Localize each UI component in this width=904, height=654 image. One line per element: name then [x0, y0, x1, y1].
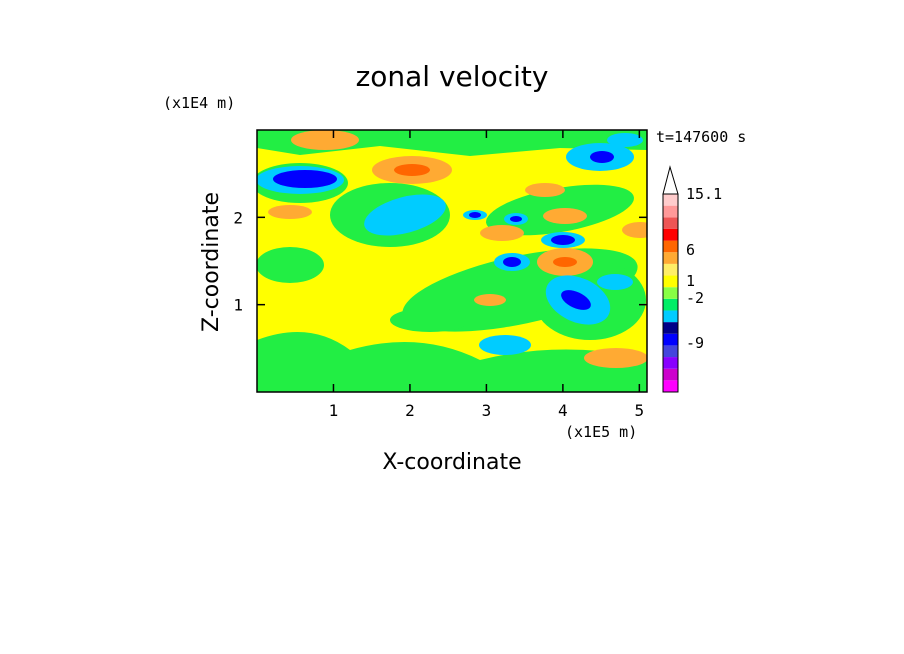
- colorbar-swatch: [663, 252, 678, 264]
- negative-core: [469, 212, 481, 218]
- negative-cell: [607, 133, 643, 147]
- positive-core: [394, 164, 430, 176]
- colorbar-label: -9: [686, 334, 704, 352]
- colorbar-frame: [662, 193, 679, 393]
- chart-title: zonal velocity: [356, 60, 549, 93]
- negative-core: [503, 257, 521, 267]
- colorbar-swatch: [663, 310, 678, 323]
- x-tick-label: 3: [482, 401, 492, 420]
- positive-cell: [474, 294, 506, 306]
- positive-cell: [525, 183, 565, 197]
- positive-cell: [268, 205, 312, 219]
- colorbar-swatch: [663, 217, 678, 229]
- y-scale-label: (x1E4 m): [163, 94, 235, 112]
- colorbar-swatch: [663, 322, 678, 334]
- positive-cell: [543, 208, 587, 224]
- x-scale-label: (x1E5 m): [565, 423, 637, 441]
- x-tick-label: 5: [635, 401, 645, 420]
- negative-cell: [479, 335, 531, 355]
- colorbar-swatch: [663, 380, 678, 392]
- colorbar-swatch: [663, 275, 678, 288]
- x-tick-label: 4: [558, 401, 568, 420]
- positive-core: [553, 257, 577, 267]
- positive-cell: [291, 130, 359, 150]
- colorbar-swatch: [663, 263, 678, 276]
- y-axis-label: Z-coordinate: [199, 192, 224, 332]
- green-band-bottom: [257, 332, 647, 392]
- colorbar-swatch: [663, 205, 678, 218]
- colorbar-swatch: [663, 357, 678, 369]
- plot-frame: [256, 129, 648, 393]
- colorbar-swatch: [663, 287, 678, 299]
- x-axis-label: X-coordinate: [382, 450, 521, 475]
- negative-cell: [364, 194, 446, 236]
- x-tick-label: 2: [405, 401, 415, 420]
- colorbar-label: 6: [686, 241, 695, 259]
- contour-field: [257, 130, 647, 392]
- negative-core: [551, 235, 575, 245]
- negative-cell: [597, 274, 633, 290]
- negative-core: [510, 216, 522, 222]
- colorbar-label: 1: [686, 272, 695, 290]
- colorbar-swatch: [663, 298, 678, 311]
- colorbar-labels: 15.1 6 1-2 -9: [686, 185, 722, 352]
- negative-core: [561, 290, 591, 310]
- green-region: [390, 308, 470, 332]
- y-tick-label: 2: [233, 208, 243, 227]
- x-tick-label: 1: [329, 401, 339, 420]
- positive-cell: [622, 222, 647, 238]
- colorbar-swatch: [663, 228, 678, 241]
- negative-core: [273, 170, 337, 188]
- colorbar-swatch: [663, 345, 678, 358]
- negative-core: [590, 151, 614, 163]
- time-label: t=147600 s: [656, 128, 746, 146]
- colorbar-label: -2: [686, 289, 704, 307]
- y-axis-ticks: 12: [233, 208, 647, 315]
- colorbar: [662, 165, 679, 393]
- colorbar-swatch: [663, 240, 678, 253]
- y-tick-label: 1: [233, 296, 243, 315]
- colorbar-swatch: [663, 368, 678, 381]
- positive-cell: [480, 225, 524, 241]
- x-axis-ticks: 1 2 3 4 5: [329, 130, 645, 420]
- colorbar-label: 15.1: [686, 185, 722, 203]
- green-region: [257, 247, 324, 283]
- positive-cell: [584, 348, 647, 368]
- colorbar-swatch: [663, 333, 678, 346]
- colorbar-swatch: [663, 194, 678, 206]
- colorbar-arrow: [662, 165, 679, 195]
